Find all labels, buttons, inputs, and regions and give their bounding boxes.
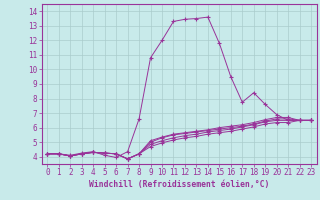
- X-axis label: Windchill (Refroidissement éolien,°C): Windchill (Refroidissement éolien,°C): [89, 180, 269, 189]
